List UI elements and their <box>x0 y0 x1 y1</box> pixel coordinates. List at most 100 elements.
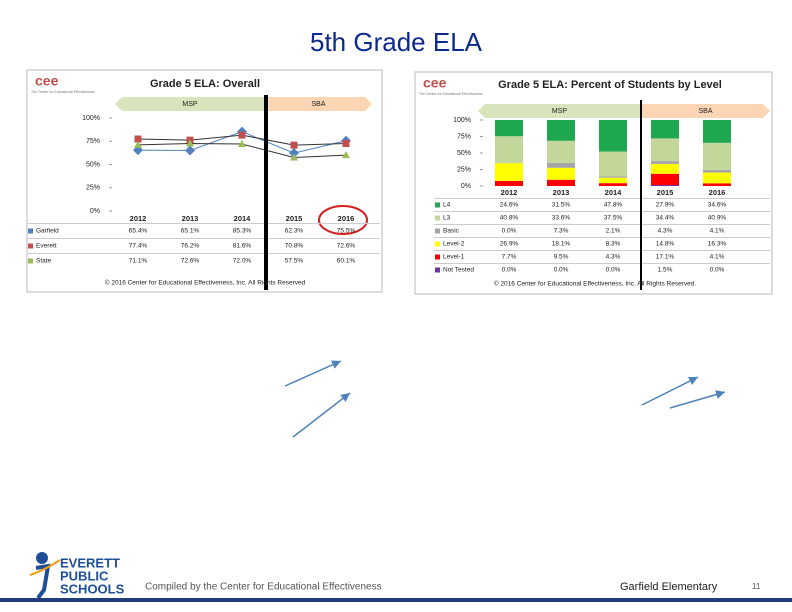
bar-segment <box>547 167 575 180</box>
y-tick-label: 75% <box>457 133 471 140</box>
legend-swatch <box>435 202 440 208</box>
arrows <box>284 360 726 438</box>
table-value: 4.1% <box>710 228 725 235</box>
y-tick-label: 0% <box>461 183 471 190</box>
point <box>134 135 142 143</box>
table-value: 0.0% <box>502 228 517 235</box>
table-value: 4.3% <box>606 254 621 261</box>
point <box>185 145 195 156</box>
bar-segment <box>599 151 627 177</box>
chart-title: Grade 5 ELA: Percent of Students by Leve… <box>498 79 722 91</box>
point <box>342 151 350 159</box>
table-value: 60.1% <box>337 258 356 265</box>
logo: cee <box>423 75 447 91</box>
table-value: 65.1% <box>181 228 200 235</box>
logo: cee <box>35 73 59 89</box>
table-value: 14.8% <box>656 241 675 248</box>
legend-label: State <box>36 258 52 265</box>
table-value: 27.9% <box>656 202 675 209</box>
table-value: 75.5% <box>337 228 356 235</box>
table-value: 62.3% <box>285 228 304 235</box>
logo-caption: The Center for Educational Effectiveness <box>31 90 95 94</box>
table-value: 18.1% <box>552 241 571 248</box>
bar-segment <box>703 142 731 170</box>
x-tick-label: 2016 <box>709 188 726 197</box>
bar-segment <box>495 120 523 137</box>
legend-swatch <box>28 243 33 249</box>
table-value: 0.0% <box>554 267 569 274</box>
table-value: 72.6% <box>181 258 200 265</box>
bar-segment <box>703 183 731 186</box>
y-tick-label: 50% <box>86 161 100 168</box>
x-tick-label: 2013 <box>182 214 199 223</box>
table-value: 17.1% <box>656 254 675 261</box>
logo-caption: The Center for Educational Effectiveness <box>419 92 483 96</box>
table-value: 8.3% <box>606 241 621 248</box>
bar-segment <box>703 172 731 184</box>
table-value: 40.9% <box>708 215 727 222</box>
period-label: SBA <box>698 108 712 115</box>
bar-segment <box>599 183 627 186</box>
bar-segment <box>495 180 523 186</box>
legend-swatch <box>435 215 440 221</box>
table-value: 81.6% <box>233 243 252 250</box>
y-tick-label: 75% <box>86 138 100 145</box>
legend-label: L3 <box>443 215 451 222</box>
bar-segment <box>703 120 731 143</box>
y-tick-label: 0% <box>90 208 100 215</box>
x-tick-label: 2012 <box>501 188 518 197</box>
bar-segment <box>651 161 679 164</box>
bar-segment <box>495 163 523 181</box>
bar-segment <box>651 173 679 186</box>
logo-line: EVERETT <box>60 555 120 570</box>
table-value: 72.6% <box>337 243 356 250</box>
point <box>186 139 194 147</box>
period-band <box>115 97 265 111</box>
logo-line: PUBLIC <box>60 568 109 583</box>
legend-label: Everett <box>36 243 57 250</box>
table-value: 16.3% <box>708 241 727 248</box>
bar-segment <box>651 185 679 186</box>
legend-swatch <box>435 228 440 234</box>
bar-segment <box>547 140 575 163</box>
bar-segment <box>547 179 575 186</box>
x-tick-label: 2012 <box>130 214 147 223</box>
table-value: 65.4% <box>129 228 148 235</box>
legend-label: Not Tested <box>443 267 474 274</box>
legend-label: L4 <box>443 202 451 209</box>
page-number: 11 <box>752 582 761 591</box>
bar-segment <box>651 138 679 162</box>
table-value: 24.6% <box>500 202 519 209</box>
copyright: © 2016 Center for Educational Effectiven… <box>105 279 306 287</box>
table-value: 7.7% <box>502 254 517 261</box>
period-divider <box>264 95 268 290</box>
table-value: 4.1% <box>710 254 725 261</box>
legend-swatch <box>435 241 440 247</box>
bar-segment <box>599 176 627 178</box>
y-tick-label: 100% <box>453 117 471 124</box>
y-tick-label: 50% <box>457 150 471 157</box>
table-value: 0.0% <box>606 267 621 274</box>
table-value: 9.5% <box>554 254 569 261</box>
bar-segment <box>547 120 575 141</box>
table-value: 72.0% <box>233 258 252 265</box>
table-value: 0.0% <box>710 267 725 274</box>
period-band <box>641 104 770 118</box>
legend-label: Garfield <box>36 228 59 235</box>
bar-segment <box>547 162 575 168</box>
chart-title: Grade 5 ELA: Overall <box>150 78 260 90</box>
period-label: SBA <box>311 101 325 108</box>
legend-label: Basic <box>443 228 460 235</box>
slide-title: 5th Grade ELA <box>310 27 483 57</box>
table-value: 0.0% <box>502 267 517 274</box>
bar-segment <box>599 177 627 184</box>
y-tick-label: 100% <box>82 115 100 122</box>
period-label: MSP <box>182 101 198 108</box>
table-value: 70.8% <box>285 243 304 250</box>
table-value: 34.6% <box>708 202 727 209</box>
footer-text: Compiled by the Center for Educational E… <box>145 582 382 593</box>
table-value: 47.8% <box>604 202 623 209</box>
table-value: 37.5% <box>604 215 623 222</box>
table-value: 2.1% <box>606 228 621 235</box>
